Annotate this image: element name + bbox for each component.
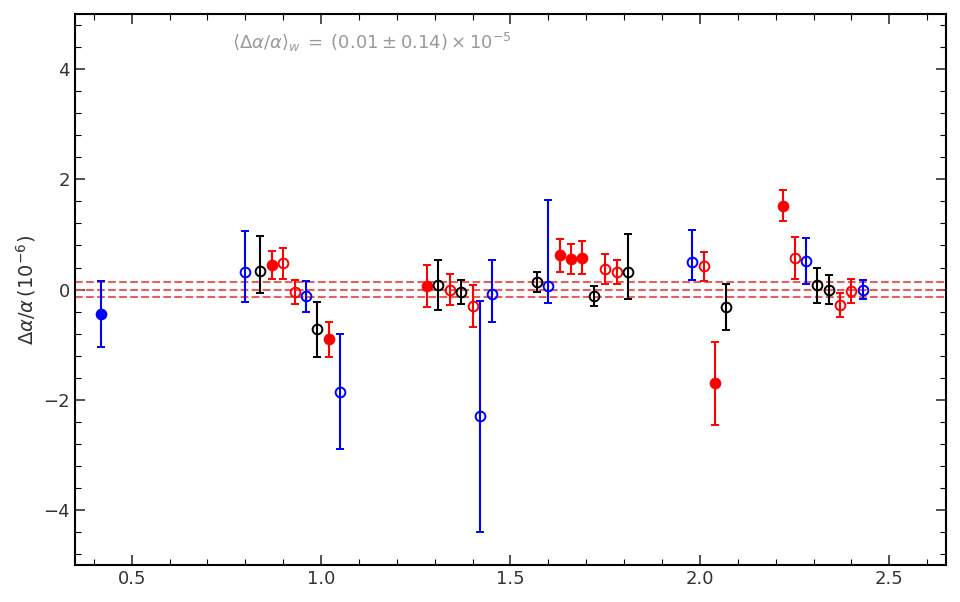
Y-axis label: $\Delta\alpha/\alpha\,(10^{-6})$: $\Delta\alpha/\alpha\,(10^{-6})$ (13, 235, 37, 344)
Text: $\langle\Delta\alpha/\alpha\rangle_w\; =\; (0.01\pm0.14)\times10^{-5}$: $\langle\Delta\alpha/\alpha\rangle_w\; =… (231, 31, 512, 54)
